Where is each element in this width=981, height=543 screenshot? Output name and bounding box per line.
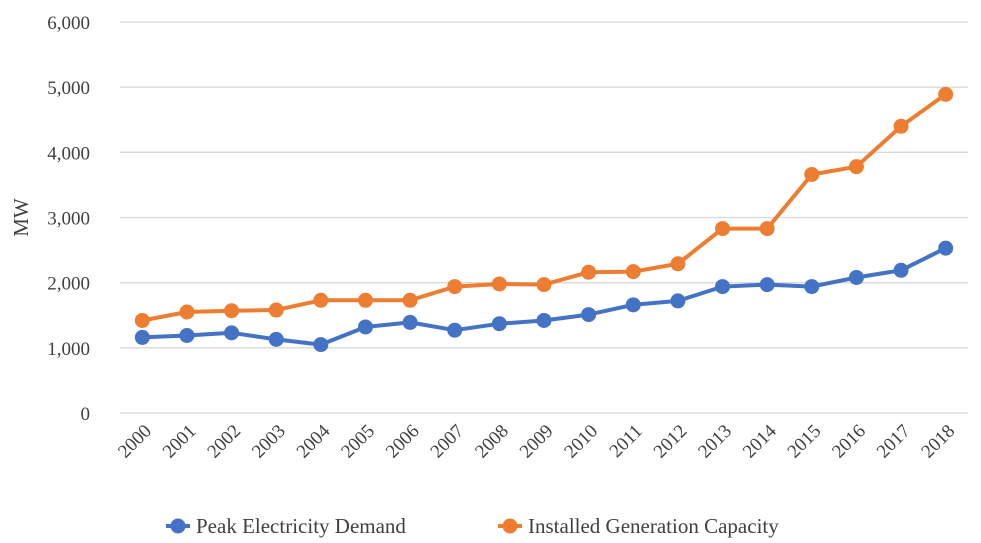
data-point [536,312,552,328]
y-tick-label: 6,000 [47,13,90,34]
data-point [402,292,418,308]
x-tick-label: 2013 [694,421,736,463]
data-point [804,279,820,295]
data-point [357,319,373,335]
y-axis-title: MW [9,198,33,237]
x-axis-tick-labels: 2000 2001 2002 2003 2004 2005 2006 2007 2008 2009… [114,420,959,462]
data-point [581,307,597,323]
data-point [804,166,820,182]
data-point [313,292,329,308]
data-point [848,269,864,285]
x-tick-label: 2017 [873,421,915,463]
data-point [447,322,463,338]
data-point [893,262,909,278]
data-point [224,303,240,319]
data-point [491,276,507,292]
y-tick-label: 0 [81,404,91,425]
x-tick-label: 2005 [337,421,379,463]
data-point [759,221,775,237]
legend-item: Peak Electricity Demand [166,514,406,538]
data-point [848,159,864,175]
data-point [625,297,641,313]
x-tick-label: 2002 [203,421,245,463]
data-point [268,302,284,318]
data-point [893,118,909,134]
series-2 [134,86,954,328]
data-point [491,316,507,332]
legend-marker [170,518,186,534]
x-tick-label: 2001 [159,421,201,463]
legend-marker [502,518,518,534]
data-point [938,240,954,256]
y-tick-label: 1,000 [47,339,90,360]
x-tick-label: 2014 [739,420,781,462]
y-axis-tick-labels: 0 1,000 2,000 3,000 4,000 5,000 6,000 [47,13,90,425]
legend-label: Peak Electricity Demand [196,514,406,538]
legend-label: Installed Generation Capacity [528,514,779,538]
series-line [140,246,948,347]
data-point [759,277,775,293]
x-tick-label: 2015 [784,421,826,463]
y-tick-label: 2,000 [47,274,90,295]
x-tick-label: 2003 [248,421,290,463]
gridlines [120,21,968,414]
x-tick-label: 2016 [828,421,870,463]
data-point [581,264,597,280]
data-point [357,292,373,308]
y-tick-label: 3,000 [47,209,90,230]
y-tick-label: 4,000 [47,143,90,164]
data-point [268,331,284,347]
data-point [224,325,240,341]
data-point [134,329,150,345]
legend: Peak Electricity Demand Installed Generat… [166,514,779,538]
data-point [179,327,195,343]
y-tick-label: 5,000 [47,78,90,99]
x-tick-label: 2004 [293,420,335,462]
data-point [670,256,686,272]
series-layer [134,86,954,353]
data-point [715,221,731,237]
data-point [536,277,552,293]
series-1 [134,240,954,353]
data-point [313,337,329,353]
x-tick-label: 2011 [606,421,647,462]
x-tick-label: 2010 [560,421,602,463]
data-point [938,86,954,102]
x-tick-label: 2006 [382,421,424,463]
data-point [670,293,686,309]
x-tick-label: 2007 [427,421,469,463]
data-point [402,314,418,330]
x-tick-label: 2018 [918,421,960,463]
data-point [715,279,731,295]
data-point [179,304,195,320]
legend-item: Installed Generation Capacity [498,514,779,538]
data-point [625,264,641,280]
data-point [447,279,463,295]
x-tick-label: 2009 [516,421,558,463]
x-tick-label: 2008 [471,421,513,463]
x-tick-label: 2000 [114,421,156,463]
data-point [134,312,150,328]
x-tick-label: 2012 [650,421,692,463]
